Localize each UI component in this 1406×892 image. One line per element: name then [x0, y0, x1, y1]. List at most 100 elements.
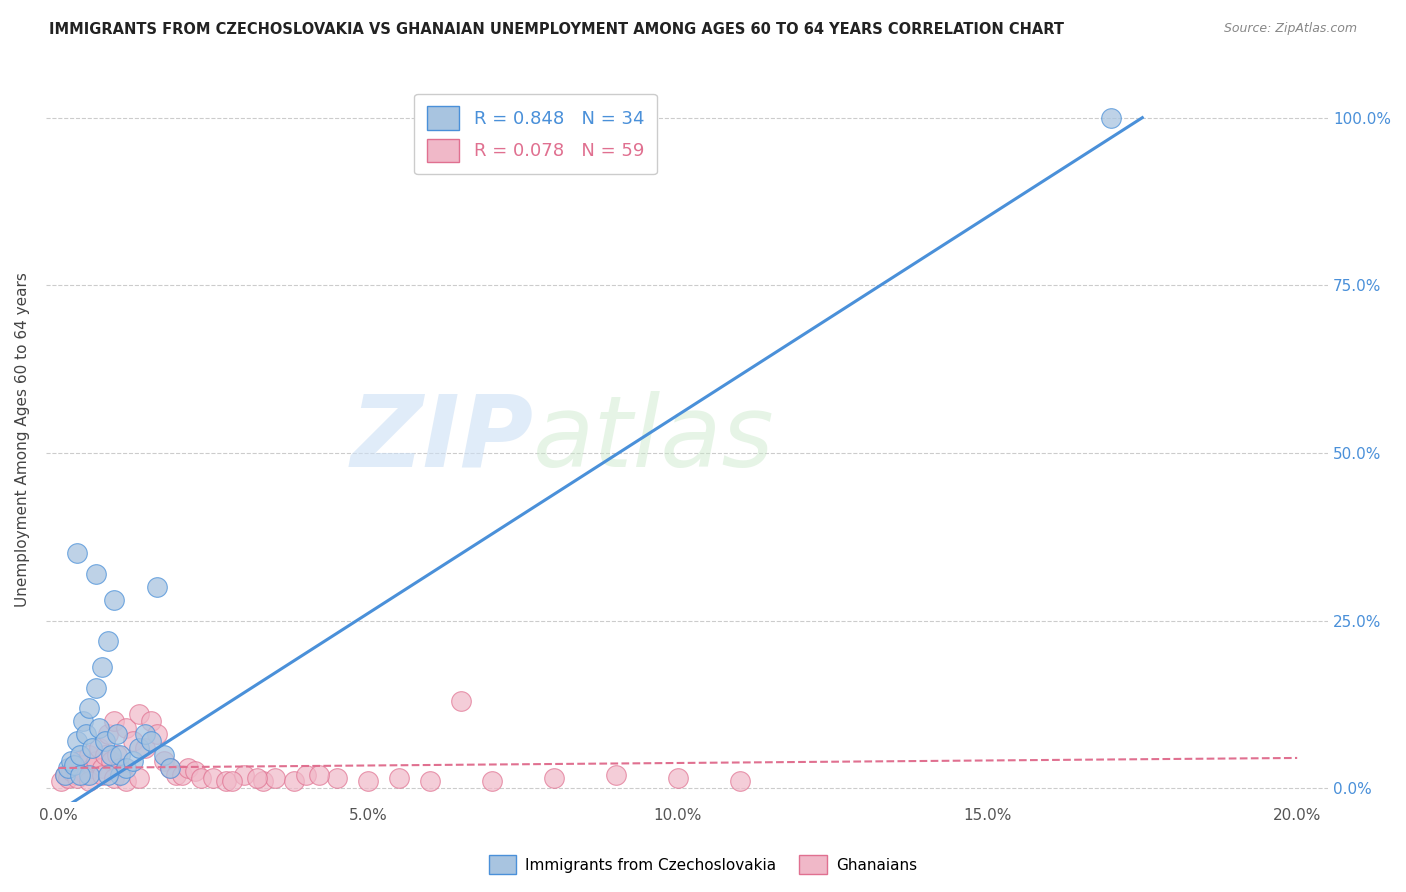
Point: [605, 768, 627, 782]
Point: [79, 768, 101, 782]
Point: [97, 768, 120, 782]
Point: [121, 734, 143, 748]
Point: [450, 694, 472, 708]
Point: [66, 768, 89, 782]
Point: [177, 761, 200, 775]
Point: [100, 754, 122, 768]
Text: atlas: atlas: [533, 391, 775, 488]
Point: [264, 771, 287, 785]
Point: [79, 774, 101, 789]
Point: [63, 757, 86, 772]
Point: [152, 747, 174, 762]
Y-axis label: Unemployment Among Ages 60 to 64 years: Unemployment Among Ages 60 to 64 years: [15, 272, 30, 607]
Point: [53, 768, 76, 782]
Point: [69, 754, 91, 768]
Point: [90, 768, 112, 782]
Point: [69, 768, 91, 782]
Point: [84, 681, 107, 695]
Point: [110, 747, 132, 762]
Point: [66, 771, 89, 785]
Point: [326, 771, 349, 785]
Point: [543, 771, 565, 785]
Point: [357, 774, 380, 789]
Point: [110, 768, 132, 782]
Point: [134, 740, 156, 755]
Point: [183, 764, 205, 779]
Point: [59, 754, 82, 768]
Point: [295, 768, 318, 782]
Point: [115, 721, 138, 735]
Point: [128, 771, 150, 785]
Point: [82, 761, 104, 775]
Point: [115, 774, 138, 789]
Text: Source: ZipAtlas.com: Source: ZipAtlas.com: [1223, 22, 1357, 36]
Point: [66, 734, 89, 748]
Point: [69, 747, 91, 762]
Point: [100, 747, 122, 762]
Point: [190, 771, 212, 785]
Point: [128, 707, 150, 722]
Point: [94, 734, 117, 748]
Point: [165, 768, 187, 782]
Point: [79, 700, 101, 714]
Point: [1099, 111, 1122, 125]
Point: [245, 771, 267, 785]
Point: [134, 727, 156, 741]
Point: [56, 761, 79, 775]
Point: [728, 774, 751, 789]
Point: [146, 580, 169, 594]
Point: [84, 754, 107, 768]
Point: [214, 774, 236, 789]
Point: [103, 771, 125, 785]
Legend: R = 0.848   N = 34, R = 0.078   N = 59: R = 0.848 N = 34, R = 0.078 N = 59: [413, 94, 657, 175]
Point: [233, 768, 256, 782]
Point: [90, 660, 112, 674]
Point: [72, 757, 94, 772]
Point: [110, 761, 132, 775]
Point: [56, 771, 79, 785]
Point: [128, 740, 150, 755]
Point: [103, 714, 125, 728]
Point: [202, 771, 225, 785]
Point: [84, 566, 107, 581]
Point: [115, 761, 138, 775]
Point: [97, 727, 120, 741]
Point: [419, 774, 441, 789]
Text: ZIP: ZIP: [350, 391, 533, 488]
Point: [105, 727, 128, 741]
Point: [152, 754, 174, 768]
Point: [141, 714, 163, 728]
Point: [59, 764, 82, 779]
Point: [87, 740, 110, 755]
Point: [66, 546, 89, 560]
Point: [105, 747, 128, 762]
Point: [666, 771, 689, 785]
Point: [283, 774, 305, 789]
Point: [53, 768, 76, 782]
Point: [481, 774, 503, 789]
Point: [75, 727, 97, 741]
Point: [121, 754, 143, 768]
Point: [159, 761, 181, 775]
Point: [388, 771, 411, 785]
Point: [51, 774, 73, 789]
Point: [63, 761, 86, 775]
Point: [146, 727, 169, 741]
Point: [82, 740, 104, 755]
Point: [141, 734, 163, 748]
Point: [90, 761, 112, 775]
Point: [79, 747, 101, 762]
Point: [103, 593, 125, 607]
Point: [221, 774, 243, 789]
Point: [252, 774, 274, 789]
Point: [87, 721, 110, 735]
Point: [75, 768, 97, 782]
Point: [72, 714, 94, 728]
Point: [159, 761, 181, 775]
Point: [94, 747, 117, 762]
Point: [97, 633, 120, 648]
Text: IMMIGRANTS FROM CZECHOSLOVAKIA VS GHANAIAN UNEMPLOYMENT AMONG AGES 60 TO 64 YEAR: IMMIGRANTS FROM CZECHOSLOVAKIA VS GHANAI…: [49, 22, 1064, 37]
Point: [172, 768, 194, 782]
Point: [308, 768, 330, 782]
Legend: Immigrants from Czechoslovakia, Ghanaians: Immigrants from Czechoslovakia, Ghanaian…: [482, 849, 924, 880]
